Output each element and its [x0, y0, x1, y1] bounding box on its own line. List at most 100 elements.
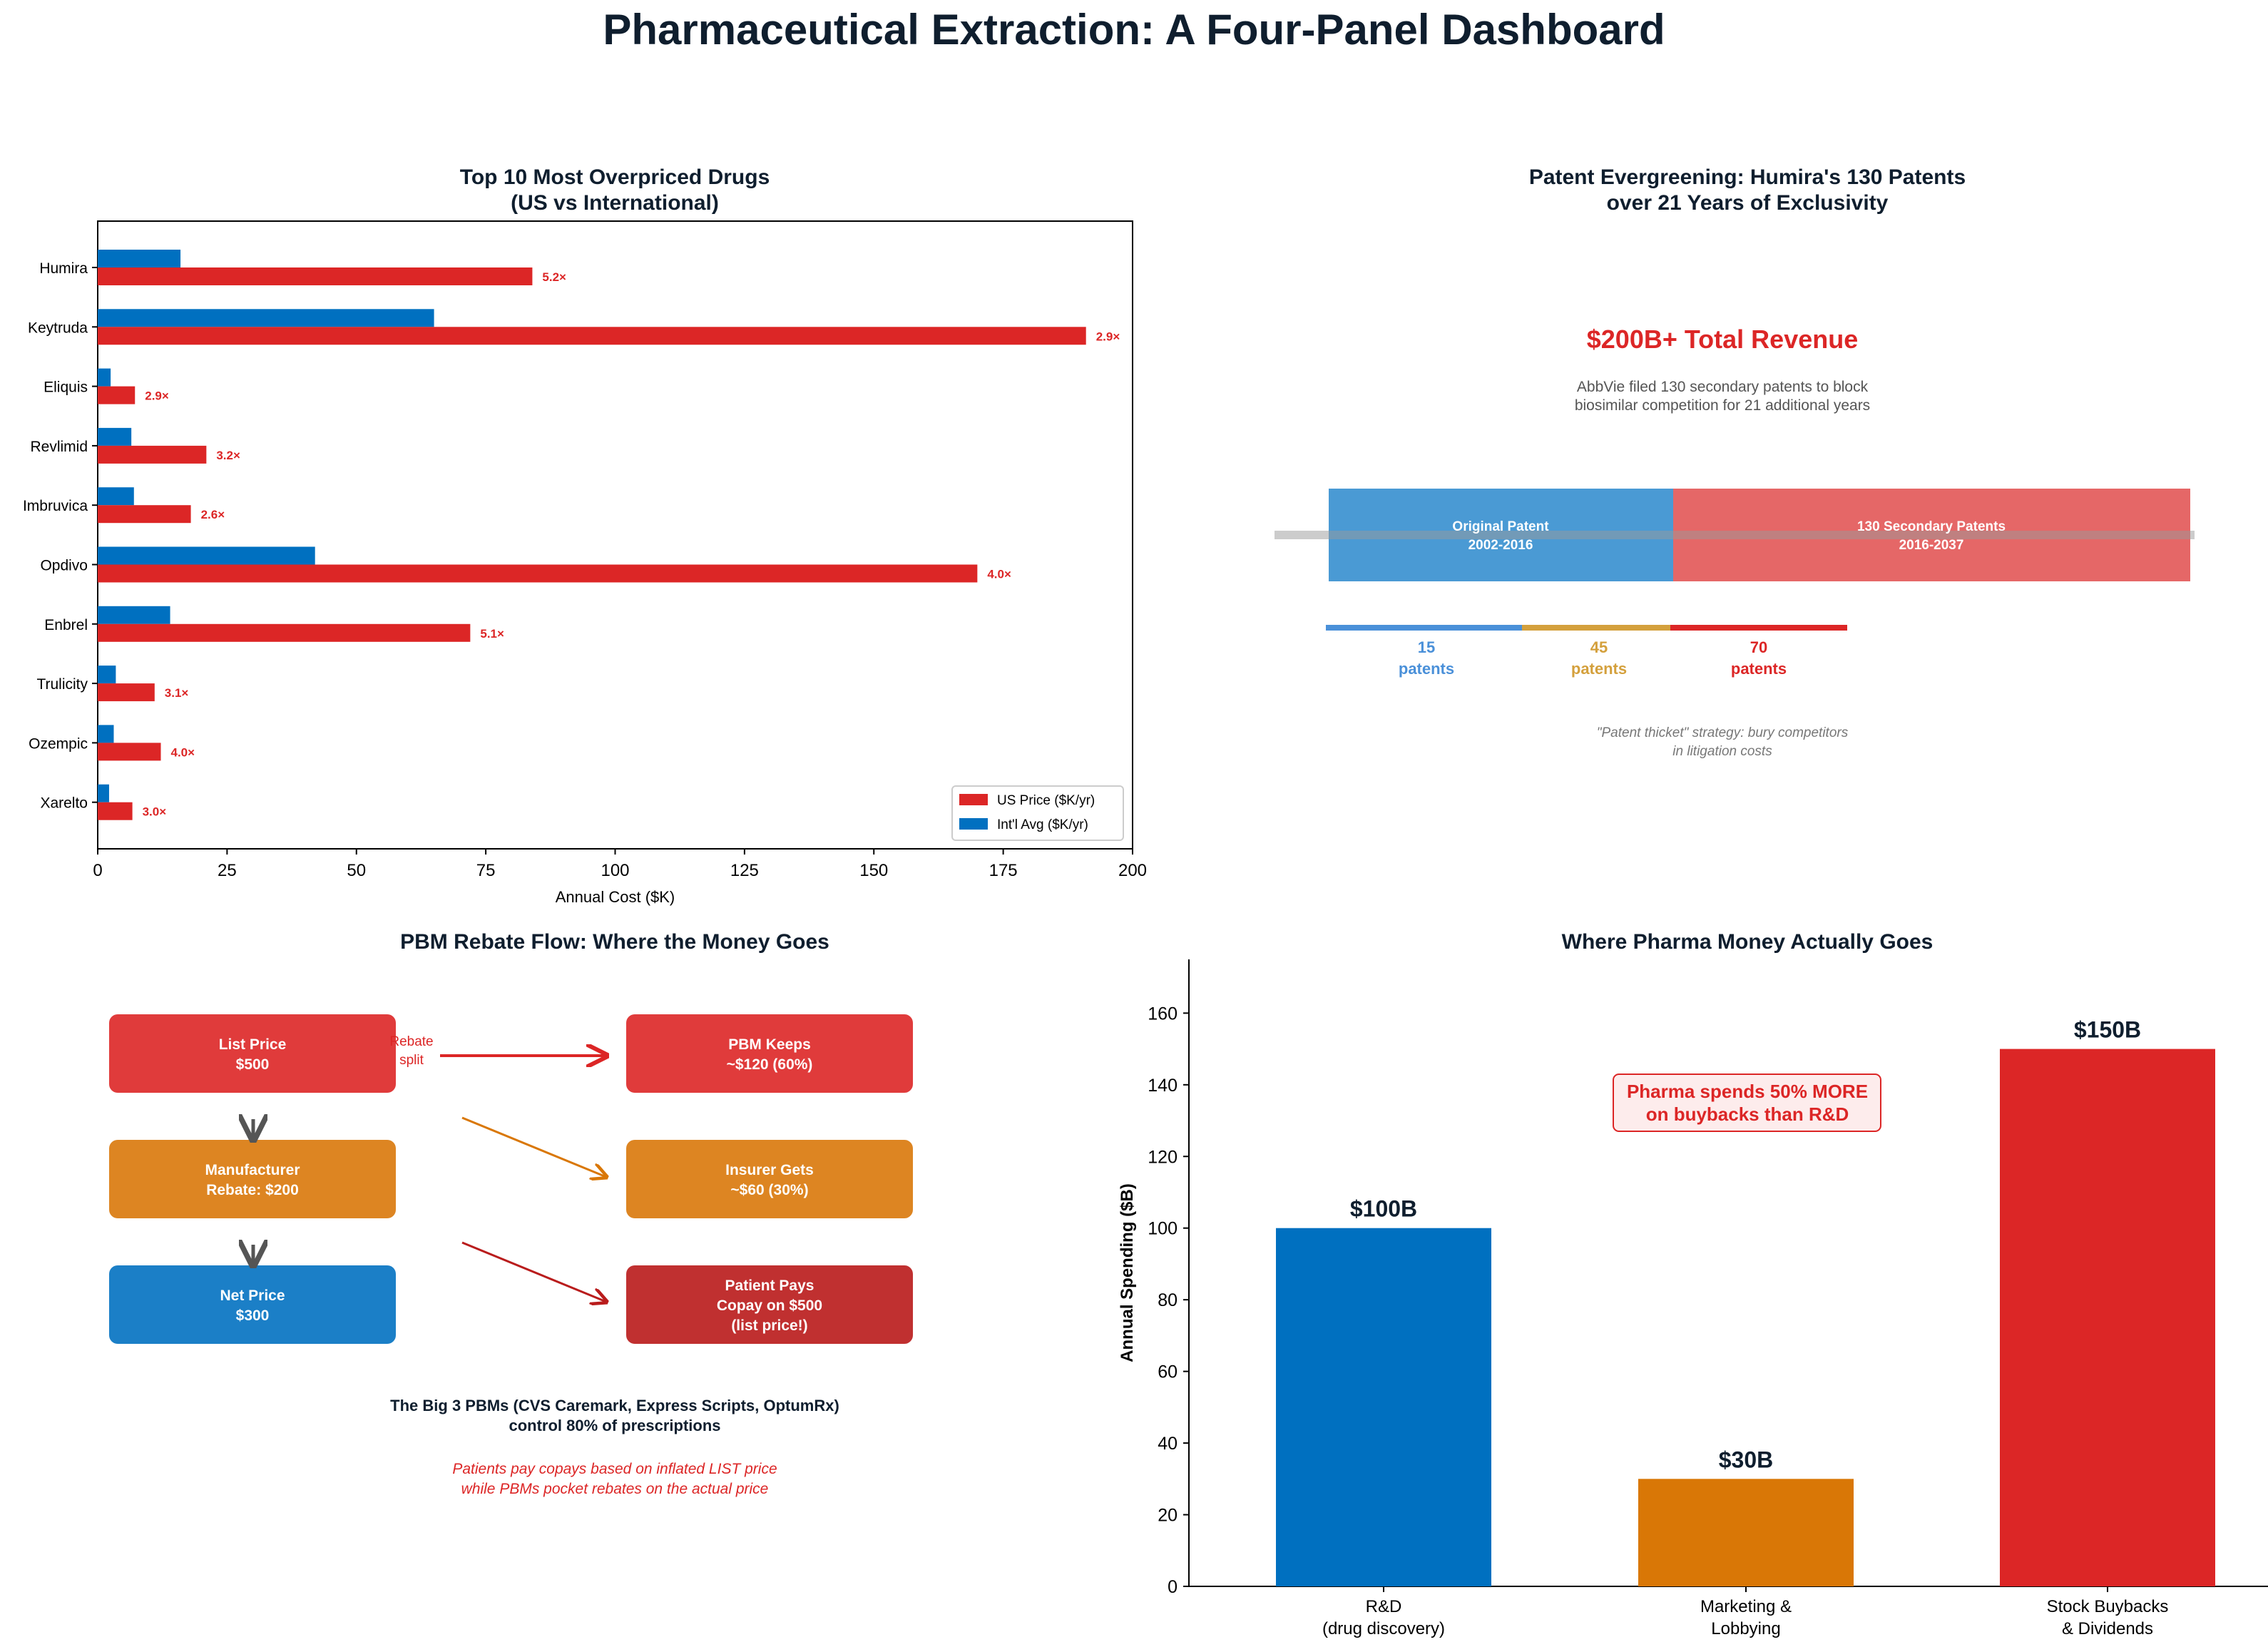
legend-label: Int'l Avg ($K/yr): [997, 817, 1088, 832]
y-axis-label: Annual Spending ($B): [1118, 1183, 1137, 1362]
annotation-box: [1613, 1074, 1881, 1132]
right_boxes-box-text: Insurer Gets: [725, 1162, 814, 1178]
rebate-split-label: split: [399, 1053, 424, 1068]
right_boxes-box-2: Patient Pays Copay on $500 (list price!): [626, 1265, 913, 1344]
ytick-label: 0: [1168, 1577, 1178, 1597]
legend-swatch: [959, 818, 988, 830]
right_boxes-box-text: PBM Keeps: [728, 1036, 811, 1053]
ytick-label: Imbruvica: [23, 498, 88, 514]
patent-count: 70: [1750, 638, 1767, 656]
right_boxes-box-0: PBM Keeps ~$120 (60%): [626, 1014, 913, 1093]
panel-title: over 21 Years of Exclusivity: [1607, 191, 1889, 215]
bar-intl-revlimid: [98, 427, 132, 446]
ytick-label: 140: [1148, 1076, 1178, 1096]
bar-us-humira: [98, 267, 533, 285]
secondary-patents-label: 130 Secondary Patents: [1857, 519, 2006, 534]
right_boxes-box-1: Insurer Gets ~$60 (30%): [626, 1140, 913, 1218]
bar-value-label: $30B: [1719, 1447, 1774, 1472]
chart-title: Top 10 Most Overpriced Drugs: [460, 165, 770, 189]
xtick-label: 25: [218, 861, 237, 880]
pbm-footer-note: while PBMs pocket rebates on the actual …: [461, 1481, 769, 1497]
xtick-label: Marketing &: [1700, 1597, 1792, 1616]
xtick-label: R&D: [1366, 1597, 1402, 1616]
pbm-footer: control 80% of prescriptions: [509, 1417, 720, 1434]
panel-title: PBM Rebate Flow: Where the Money Goes: [400, 930, 829, 954]
patent-count-label: patents: [1731, 660, 1787, 678]
subtitle: biosimilar competition for 21 additional…: [1575, 397, 1870, 414]
bar-intl-humira: [98, 250, 181, 267]
right_boxes-box-text: ~$60 (30%): [730, 1182, 808, 1198]
xtick-label: 150: [859, 861, 888, 880]
ytick-label: Revlimid: [30, 439, 88, 455]
bar-0: [1276, 1228, 1491, 1586]
rebate-split-label: Rebate: [389, 1034, 433, 1049]
bar-2: [2000, 1049, 2215, 1586]
secondary-patents-label: 2016-2037: [1899, 538, 1964, 553]
xtick-label: Lobbying: [1711, 1619, 1780, 1638]
patent-count: 45: [1590, 638, 1608, 656]
patent-count-label: patents: [1399, 660, 1454, 678]
bar-us-ozempic: [98, 743, 161, 761]
xtick-label: Stock Buybacks: [2047, 1597, 2169, 1616]
bar-us-imbruvica: [98, 505, 191, 524]
bar-value-label: $100B: [1350, 1196, 1417, 1222]
legend: US Price ($K/yr) Int'l Avg ($K/yr): [951, 785, 1124, 841]
left_boxes-box-text: Rebate: $200: [206, 1182, 299, 1198]
right_boxes-box-bg: [626, 1140, 913, 1218]
legend-box: [951, 785, 1124, 841]
panel-title: Patent Evergreening: Humira's 130 Patent…: [1529, 165, 1966, 189]
total-revenue: $200B+ Total Revenue: [1587, 325, 1859, 354]
left_boxes-box-text: $500: [236, 1056, 270, 1073]
patent-count-segment: [1670, 625, 1847, 631]
bar-us-enbrel: [98, 623, 471, 642]
left_boxes-box-text: Net Price: [220, 1287, 285, 1304]
ytick-label: Xarelto: [40, 795, 88, 812]
arrow-to-patient: [461, 1241, 606, 1302]
ratio-label: 3.0×: [143, 805, 167, 819]
ratio-label: 3.2×: [216, 449, 240, 462]
panel-patent-evergreening: Patent Evergreening: Humira's 130 Patent…: [1275, 165, 2195, 759]
xtick-label: 200: [1118, 861, 1147, 880]
ratio-label: 2.9×: [1096, 330, 1120, 343]
xtick-label: 50: [347, 861, 366, 880]
subtitle: AbbVie filed 130 secondary patents to bl…: [1577, 379, 1869, 395]
bar-intl-ozempic: [98, 725, 114, 743]
patent-count-segment: [1522, 625, 1670, 631]
bar-intl-imbruvica: [98, 487, 134, 506]
main-title: Pharmaceutical Extraction: A Four-Panel …: [603, 6, 1665, 53]
arrow-to-insurer: [461, 1116, 606, 1177]
x-axis-label: Annual Cost ($K): [556, 888, 675, 906]
ratio-label: 4.0×: [987, 568, 1011, 581]
xtick-label: 100: [601, 861, 629, 880]
left_boxes-box-text: $300: [236, 1307, 270, 1324]
ratio-label: 5.2×: [542, 270, 566, 284]
xtick-label: 125: [730, 861, 759, 880]
panel-pbm-rebate-flow: PBM Rebate Flow: Where the Money Goes Lis…: [109, 930, 913, 1497]
patent-count-segment: [1326, 625, 1522, 631]
ratio-label: 5.1×: [480, 627, 504, 641]
original-patent-label: Original Patent: [1452, 519, 1549, 534]
left_boxes-box-0: List Price $500: [109, 1014, 396, 1093]
legend-swatch: [959, 794, 988, 805]
pbm-footer: The Big 3 PBMs (CVS Caremark, Express Sc…: [390, 1397, 839, 1414]
ytick-label: Trulicity: [36, 676, 88, 693]
left_boxes-box-bg: [109, 1265, 396, 1344]
xtick-label: 175: [989, 861, 1018, 880]
annotation-text: on buybacks than R&D: [1646, 1103, 1849, 1125]
left_boxes-box-bg: [109, 1140, 396, 1218]
ytick-label: Eliquis: [44, 379, 88, 396]
bar-intl-trulicity: [98, 666, 116, 684]
annotation-text: Pharma spends 50% MORE: [1627, 1081, 1868, 1102]
ratio-label: 3.1×: [165, 686, 189, 700]
xtick-label: 75: [476, 861, 496, 880]
bar-intl-opdivo: [98, 546, 315, 565]
right_boxes-box-text: (list price!): [731, 1317, 807, 1334]
ytick-label: 100: [1148, 1219, 1178, 1239]
right_boxes-box-bg: [626, 1014, 913, 1093]
panel-pharma-spending: Where Pharma Money Actually Goes 0 20 40 60 8…: [1118, 930, 2268, 1638]
ratio-label: 4.0×: [171, 745, 195, 759]
bar-intl-keytruda: [98, 309, 434, 327]
ytick-label: Enbrel: [44, 617, 88, 633]
ytick-label: 160: [1148, 1004, 1178, 1024]
